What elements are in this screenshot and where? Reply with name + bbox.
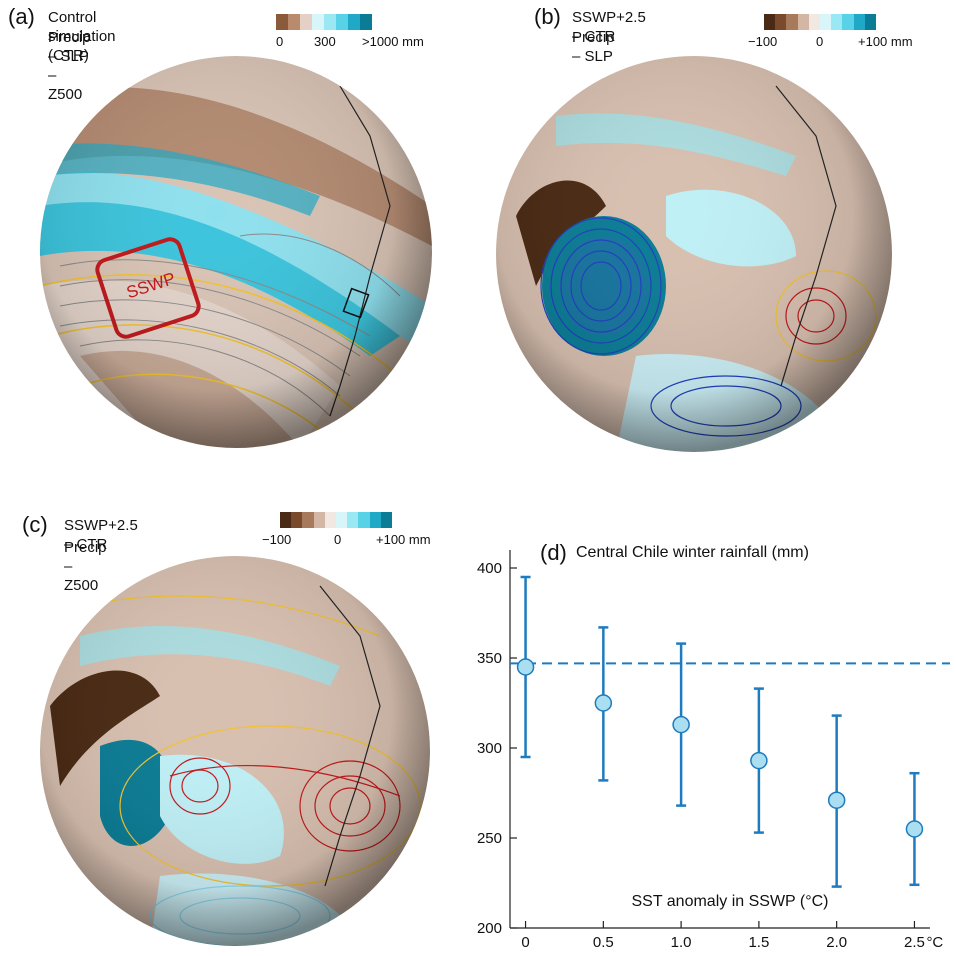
panel-c-colorbar — [280, 512, 393, 528]
chart-title: Central Chile winter rainfall (mm) — [576, 544, 809, 561]
data-point — [905, 820, 924, 838]
data-point — [827, 791, 846, 809]
cbar-a-tick-2: >1000 mm — [362, 34, 424, 49]
x-tick-label: 2.0 — [826, 934, 847, 950]
x-tick-label: 0.5 — [593, 934, 614, 950]
y-tick-label: 400 — [477, 560, 502, 577]
x-tick-label: 1.5 — [748, 934, 769, 950]
globe-map-c — [40, 556, 430, 946]
y-tick-label: 200 — [477, 920, 502, 937]
panel-a-colorbar-ticks: 0 300 >1000 mm — [276, 34, 436, 50]
chart-axes: 200 250 300 350 400 0 0.5 1.0 1.5 2.0 2.5 °C SST ano… — [477, 550, 943, 950]
globe-map-a: SSWP — [40, 56, 432, 448]
data-point — [516, 658, 535, 676]
x-unit-label: °C — [926, 934, 943, 950]
panel-c-colorbar-ticks: −100 0 +100 mm — [262, 532, 452, 548]
y-tick-label: 300 — [477, 740, 502, 757]
cbar-c-tick-0: −100 — [262, 532, 292, 547]
data-point — [750, 751, 768, 770]
panel-c-title-line2: Precip – Z500 — [64, 539, 107, 594]
panel-b-title-line1: SSWP+2.5 – CTR — [572, 9, 646, 45]
x-tick-label: 0 — [521, 934, 529, 950]
cbar-c-tick-2: +100 mm — [376, 532, 431, 547]
y-tick-label: 350 — [477, 650, 502, 667]
cbar-b-tick-1: 0 — [816, 34, 824, 49]
panel-a-title-line2: Precip – SLP – Z500 — [48, 29, 91, 103]
panel-b-colorbar-ticks: −100 0 +100 mm — [748, 34, 928, 50]
globe-map-b — [496, 56, 892, 452]
data-point — [594, 694, 613, 712]
y-tick-label: 250 — [477, 830, 502, 847]
cbar-a-tick-1: 300 — [314, 34, 336, 49]
panel-d-letter: (d) — [540, 540, 567, 565]
rainfall-chart: 200 250 300 350 400 0 0.5 1.0 1.5 2.0 2.5 °C SST ano… — [477, 550, 950, 950]
panel-a-title-line1: Control simulation (CTR) — [48, 9, 116, 64]
panel-b-colorbar — [764, 14, 877, 30]
panel-b-title-line2: Precip – SLP — [572, 29, 615, 65]
cbar-a-tick-0: 0 — [276, 34, 284, 49]
x-axis-label: SST anomaly in SSWP (°C) — [632, 893, 829, 910]
data-point — [672, 715, 690, 734]
panel-c-letter: (c) — [22, 512, 48, 537]
panel-a-colorbar — [276, 14, 372, 30]
cbar-b-tick-0: −100 — [748, 34, 778, 49]
chart-marks — [510, 575, 950, 888]
x-tick-label: 2.5 — [904, 934, 925, 950]
panel-b-letter: (b) — [534, 4, 561, 29]
panel-a-letter: (a) — [8, 4, 35, 29]
cbar-c-tick-1: 0 — [334, 532, 342, 547]
cbar-b-tick-2: +100 mm — [858, 34, 913, 49]
panel-c-title-line1: SSWP+2.5 – CTR — [64, 517, 138, 553]
x-tick-label: 1.0 — [671, 934, 692, 950]
